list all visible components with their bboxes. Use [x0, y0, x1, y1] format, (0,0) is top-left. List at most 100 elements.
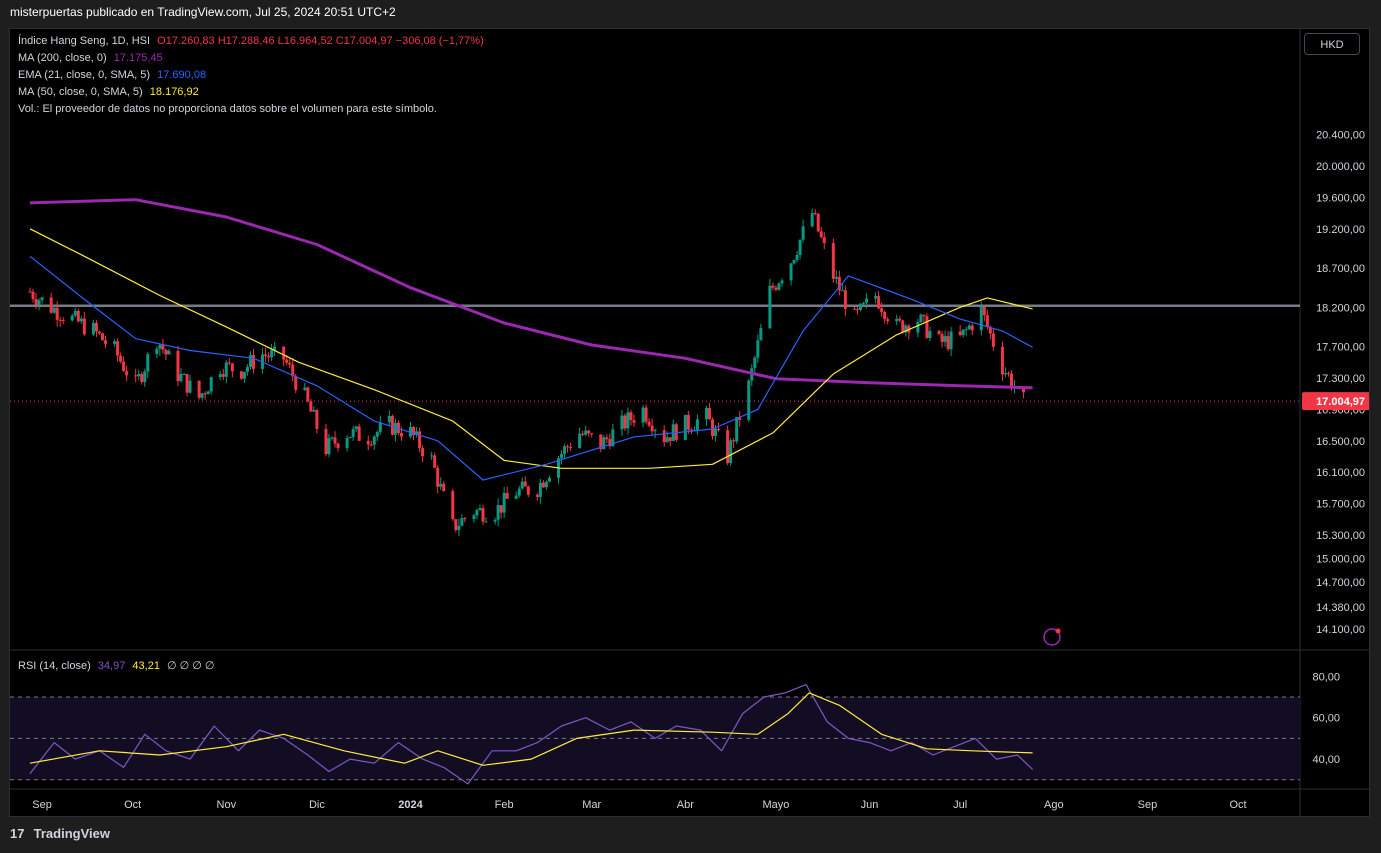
candle-body [366, 440, 370, 445]
candle-body [52, 307, 56, 313]
candle-body [460, 518, 464, 526]
candle-body [843, 290, 847, 309]
time-tick-label: Mayo [762, 799, 789, 811]
candle-body [711, 419, 715, 436]
current-price-tag [1302, 392, 1369, 411]
candle-body [91, 323, 95, 335]
currency-selector[interactable]: HKD [1304, 33, 1360, 55]
candle-body [55, 307, 59, 320]
candle-body [146, 354, 150, 372]
price-tick-label: 14.100,00 [1316, 624, 1365, 636]
time-tick-label: Sep [1138, 799, 1158, 811]
candle-body [248, 355, 252, 367]
candle-body [865, 298, 869, 303]
candle-body [31, 291, 35, 300]
candle-body [859, 303, 862, 310]
symbol-legend[interactable]: Índice Hang Seng, 1D, HSI O17.260,83 H17… [18, 35, 484, 47]
candle-body [484, 521, 488, 523]
ema-legend[interactable]: EMA (21, close, 0, SMA, 5) 17.690,08 [18, 69, 206, 81]
candle-body [119, 355, 123, 362]
time-tick-label: Nov [217, 799, 237, 811]
candle-body [686, 414, 690, 430]
candle-body [916, 322, 920, 333]
candle-body [463, 518, 467, 520]
candle-body [333, 437, 337, 444]
candle-body [822, 237, 826, 244]
candle-body [203, 393, 207, 395]
candle-body [620, 415, 624, 430]
candle-body [547, 477, 551, 482]
candle-body [164, 349, 168, 355]
price-tick-label: 15.300,00 [1316, 530, 1365, 542]
candle-body [176, 350, 180, 382]
candle-body [925, 316, 929, 338]
candle-body [855, 309, 859, 311]
candle-body [587, 430, 591, 434]
candle-body [303, 387, 307, 390]
candle-body [182, 374, 186, 376]
ma50-legend[interactable]: MA (50, close, 0, SMA, 5) 18.176,92 [18, 86, 199, 98]
tradingview-footer[interactable]: 17 TradingView [10, 826, 110, 841]
candle-body [810, 213, 814, 227]
candle-body [415, 431, 419, 436]
candle-body [1003, 373, 1007, 375]
candle-body [798, 239, 802, 255]
candle-body [695, 419, 699, 431]
candle-body [626, 412, 630, 429]
candle-body [747, 380, 751, 420]
candle-body [523, 481, 527, 487]
candle-body [901, 320, 905, 333]
chart-canvas[interactable]: 20.400,00 20.000,00 19.600,00 19.200,00 18.7… [10, 29, 1370, 817]
candle-body [877, 296, 881, 309]
candle-body [496, 505, 500, 520]
candle-body [991, 333, 995, 347]
candle-body [650, 425, 654, 432]
candle-body [967, 325, 971, 330]
ma200-legend[interactable]: MA (200, close, 0) 17.175,45 [18, 52, 163, 64]
candle-body [288, 362, 292, 365]
candle-body [874, 296, 878, 299]
candle-body [122, 361, 126, 371]
symbol-name: Índice Hang Seng, 1D, HSI [18, 35, 151, 47]
candle-body [792, 260, 796, 264]
candle-body [273, 346, 277, 351]
price-tick-label: 14.380,00 [1316, 602, 1365, 614]
candle-body [668, 437, 672, 441]
candle-body [732, 440, 736, 442]
rsi-tick-label: 60,00 [1312, 713, 1340, 725]
candle-body [188, 380, 192, 393]
candle-body [961, 329, 965, 336]
candle-body [541, 482, 545, 488]
candle-body [641, 407, 645, 423]
candle-body [919, 314, 923, 323]
candle-body [104, 340, 107, 344]
candle-body [644, 407, 648, 422]
lightning-icon [1043, 628, 1061, 646]
candle-body [958, 331, 962, 336]
candle-body [28, 291, 32, 293]
candle-body [943, 336, 947, 342]
candle-body [137, 374, 141, 377]
chart-panel[interactable]: 20.400,00 20.000,00 19.600,00 19.200,00 18.7… [9, 28, 1370, 817]
candle-body [623, 415, 627, 429]
candle-body [611, 429, 615, 447]
candle-body [58, 319, 62, 321]
candle-body [336, 443, 340, 449]
candle-body [76, 310, 80, 322]
ohlc-values: O17.260,83 H17.288,46 L16.964,52 C17.004… [157, 35, 484, 47]
candle-body [563, 446, 567, 454]
time-tick-label: Feb [495, 799, 514, 811]
candle-body [584, 430, 588, 435]
candle-body [895, 318, 899, 322]
candle-body [840, 290, 844, 292]
candle-body [399, 433, 403, 437]
price-tick-label: 18.700,00 [1316, 263, 1365, 275]
candle-body [158, 344, 162, 349]
candle-body [970, 325, 974, 331]
candle-body [964, 329, 968, 331]
rsi-legend[interactable]: RSI (14, close) 34,97 43,21 ∅ ∅ ∅ ∅ [18, 659, 215, 672]
candle-body [605, 437, 609, 440]
tradingview-logo-icon: 17 [10, 826, 25, 841]
candle-body [315, 410, 319, 430]
candle-body [306, 387, 310, 402]
